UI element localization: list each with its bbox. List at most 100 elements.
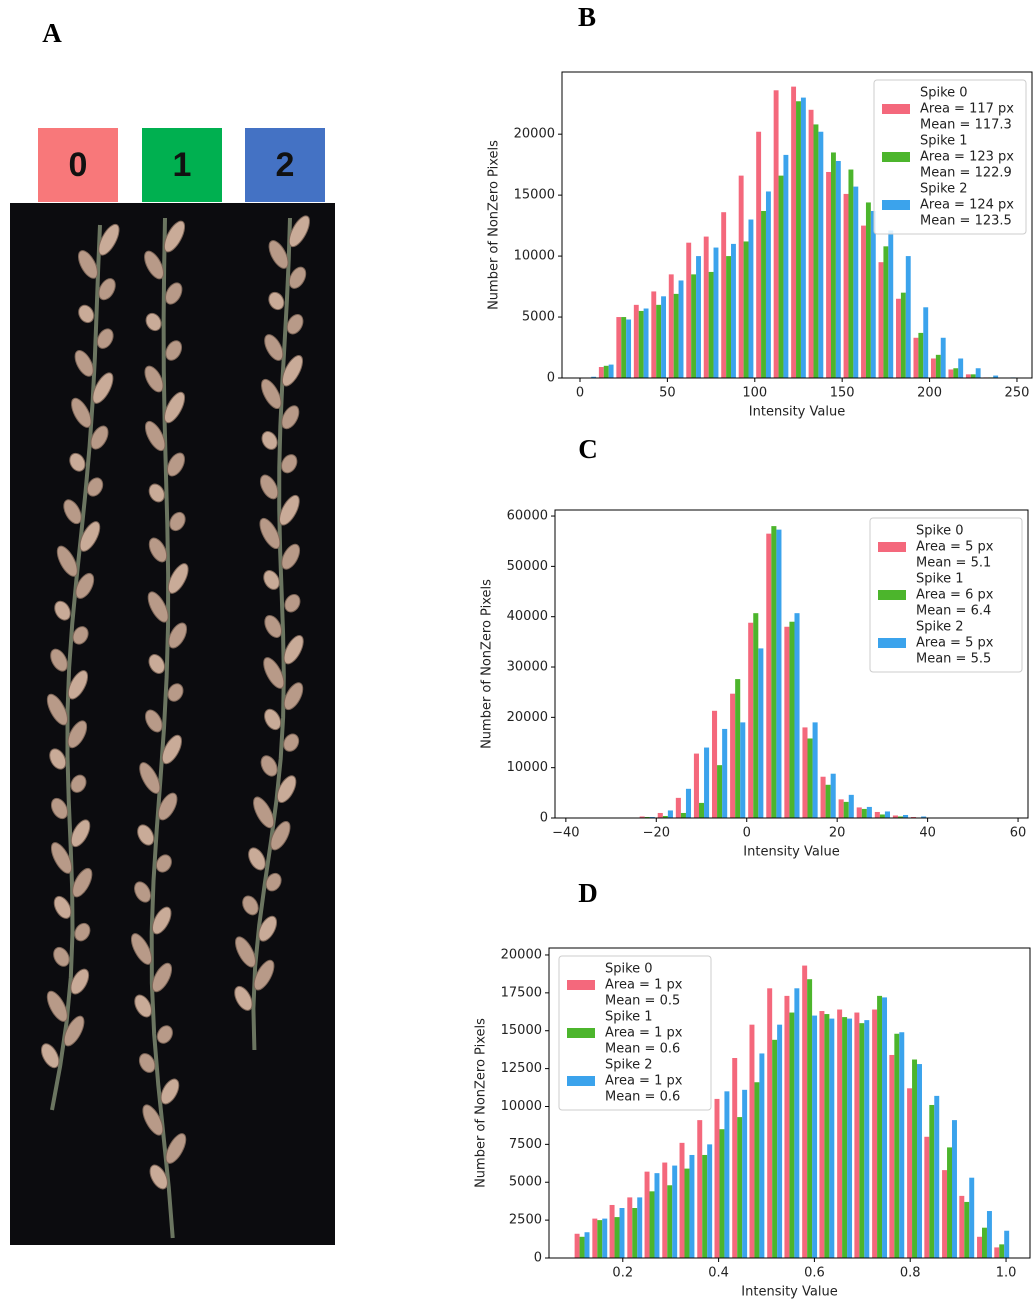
spike-label: 2 (276, 146, 295, 184)
spikelet (268, 291, 285, 311)
bar (742, 1089, 748, 1258)
bar (894, 1033, 900, 1258)
bar (598, 367, 604, 378)
y-tick-label: 10000 (501, 1099, 542, 1114)
bar (644, 1171, 650, 1258)
bar (812, 722, 818, 818)
spikelet (151, 962, 173, 993)
plot-frame (561, 71, 1033, 379)
spikelet (46, 990, 68, 1022)
legend-swatch (882, 152, 910, 162)
spikelet (70, 819, 91, 848)
spikelet (284, 593, 301, 613)
spikelet (72, 626, 89, 645)
spikelet (63, 499, 82, 525)
spikelet (253, 796, 275, 829)
bar (802, 727, 808, 818)
spikelet (264, 614, 282, 638)
bar (662, 815, 668, 818)
bar (918, 332, 924, 378)
bar (724, 1091, 730, 1258)
spikelet (253, 959, 275, 991)
bar (713, 247, 719, 378)
spikelet (163, 391, 186, 424)
bar (693, 753, 699, 818)
spikelet (67, 720, 88, 749)
spikelet (260, 755, 278, 777)
bar (986, 1211, 992, 1258)
spikelet (50, 648, 68, 672)
spikelet (79, 521, 101, 552)
spikelet (258, 915, 278, 942)
spikelet (90, 425, 109, 450)
bar (820, 776, 826, 818)
bar (614, 1217, 620, 1258)
bar (608, 364, 614, 378)
spikelet (134, 881, 152, 903)
y-tick-label: 40000 (507, 609, 548, 624)
spikelet (169, 511, 186, 532)
bar (903, 814, 909, 818)
bar (837, 1009, 843, 1258)
y-tick-label: 10000 (514, 249, 555, 264)
spikelet (281, 405, 300, 430)
spikelet (72, 867, 93, 898)
x-tick-label: 60 (1010, 826, 1027, 841)
bar (685, 788, 692, 818)
bar (738, 175, 744, 378)
bar (784, 995, 790, 1258)
x-tick-label: 200 (917, 386, 942, 401)
bar (970, 374, 976, 378)
spikelet (144, 420, 166, 452)
legend-label: Mean = 6.4 (916, 604, 991, 619)
legend-swatch (878, 638, 906, 648)
bar (680, 812, 686, 818)
y-axis-label: Number of NonZero Pixels (480, 579, 495, 749)
x-tick-label: 40 (919, 826, 936, 841)
bar (866, 806, 872, 818)
spikelet (270, 820, 291, 851)
spikelet (56, 545, 78, 577)
bar (826, 171, 831, 378)
bar (838, 799, 844, 818)
bar (766, 533, 772, 818)
y-tick-label: 20000 (514, 127, 555, 142)
x-tick-label: 50 (659, 386, 676, 401)
x-tick-label: 20 (829, 826, 846, 841)
spikelet (234, 985, 253, 1011)
legend-label: Area = 5 px (916, 540, 994, 555)
bar (999, 1244, 1005, 1258)
legend-label: Mean = 0.5 (605, 994, 680, 1009)
spikelet (235, 936, 256, 968)
y-axis-label: Number of NonZero Pixels (474, 1018, 489, 1188)
spikelet (155, 854, 172, 873)
x-tick-label: 100 (742, 386, 767, 401)
bar (748, 219, 754, 378)
spikelet (75, 572, 95, 599)
spikelet (168, 622, 188, 649)
y-tick-label: 7500 (509, 1137, 542, 1152)
bar (953, 368, 959, 378)
spikelet (148, 654, 166, 674)
spikelet (264, 334, 284, 361)
legend-label: Mean = 122.9 (920, 166, 1012, 181)
bar (892, 815, 898, 818)
bar (719, 1129, 725, 1258)
bar (783, 154, 789, 378)
bar (888, 230, 894, 378)
bar (740, 722, 746, 818)
spikelet (78, 250, 98, 279)
legend-label: Spike 2 (920, 182, 968, 197)
bar (912, 1059, 918, 1258)
legend-label: Spike 0 (920, 86, 968, 101)
bar (714, 1098, 720, 1258)
spikelet (156, 1025, 173, 1044)
bar (673, 293, 679, 378)
spikelet (261, 431, 278, 450)
legend-box (873, 79, 1027, 235)
y-tick-label: 5000 (522, 310, 555, 325)
y-tick-label: 0 (547, 371, 555, 386)
bar (667, 810, 673, 818)
spikelet (283, 682, 304, 711)
spikelet (281, 543, 301, 570)
